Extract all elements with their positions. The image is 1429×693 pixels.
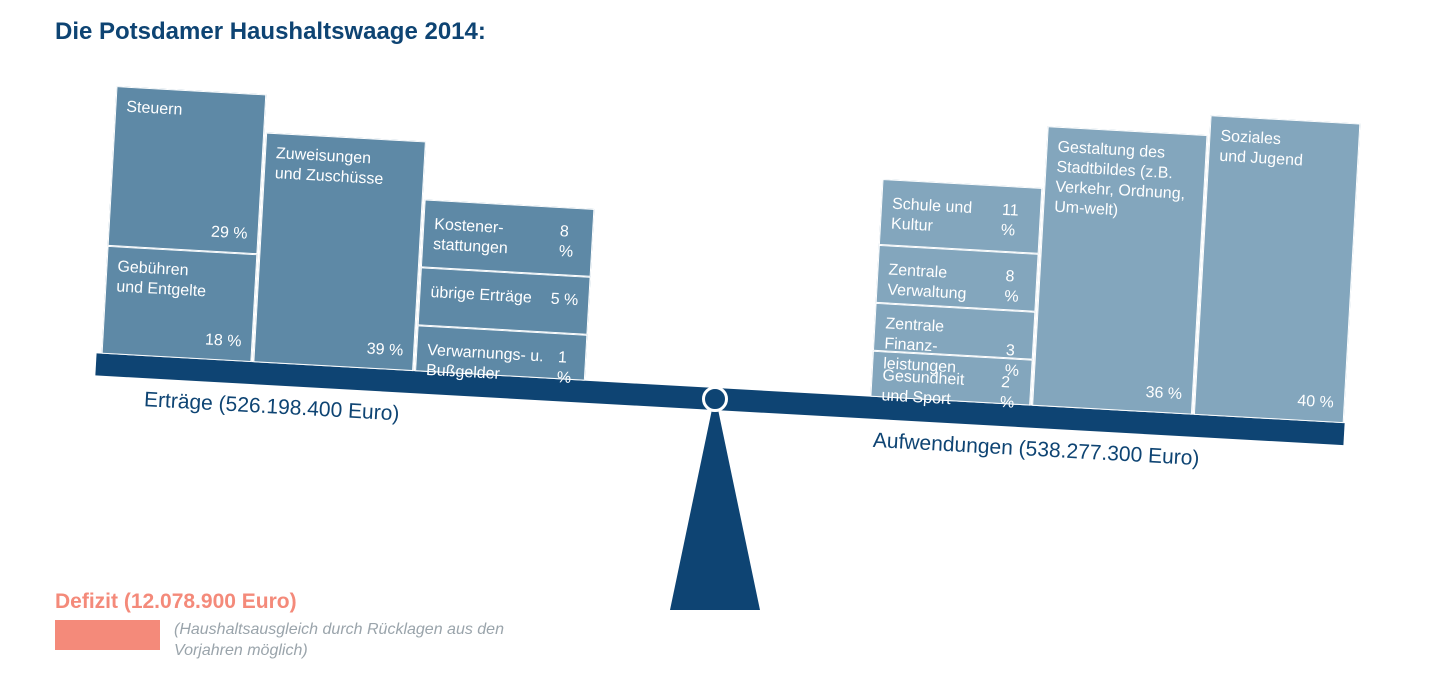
deficit-note: (Haushaltsausgleich durch Rücklagen aus … (174, 620, 514, 662)
ertraege-label: Erträge (526.198.400 Euro) (143, 388, 400, 426)
block-label: Verwarnungs- u. Bußgelder (426, 341, 549, 388)
block-label: Zentrale Verwaltung (887, 260, 996, 306)
block-label: Zentrale Finanz-leistungen (883, 314, 998, 380)
block-column: Zuweisungen und Zuschüsse 39 % (253, 133, 426, 372)
block-label: Steuern (126, 98, 255, 125)
block-percent: 1 % (556, 344, 576, 389)
pan-right: Gesundheit und Sport2 %Zentrale Finanz-l… (870, 97, 1362, 423)
block-column: Gebühren und Entgelte 18 % Steuern 29 % (102, 86, 267, 362)
block-percent: 8 % (558, 218, 583, 263)
block-percent: 3 % (1004, 337, 1023, 382)
data-block: Verwarnungs- u. Bußgelder1 % (415, 325, 587, 380)
data-block: Gestaltung des Stadtbildes (z.B. Verkehr… (1032, 126, 1207, 414)
block-label: Soziales und Jugend (1219, 127, 1349, 174)
deficit-swatch (55, 620, 160, 650)
data-block: übrige Erträge 5 % (418, 267, 591, 334)
data-block: Steuern 29 % (108, 86, 267, 254)
block-percent: 18 % (204, 326, 242, 352)
block-percent: 39 % (366, 336, 404, 362)
scale-pivot (702, 386, 728, 412)
block-percent: 40 % (1297, 388, 1335, 414)
data-block: Zuweisungen und Zuschüsse 39 % (253, 133, 426, 372)
block-column: Soziales und Jugend 40 % (1194, 115, 1361, 423)
data-block: Zentrale Finanz-leistungen3 % (873, 303, 1035, 360)
block-label: Zuweisungen und Zuschüsse (274, 144, 414, 192)
data-block: Gebühren und Entgelte 18 % (102, 246, 258, 362)
block-column: Gestaltung des Stadtbildes (z.B. Verkehr… (1032, 126, 1207, 414)
block-percent: 8 % (1004, 263, 1027, 308)
block-percent: 5 % (550, 286, 579, 312)
block-column: Verwarnungs- u. Bußgelder1 %übrige Erträ… (415, 199, 594, 380)
deficit-title: Defizit (12.078.900 Euro) (55, 590, 514, 614)
block-label: Kostener-stattungen (433, 215, 551, 261)
deficit-section: Defizit (12.078.900 Euro) (Haushaltsausg… (55, 590, 514, 662)
data-block: Schule und Kultur 11 % (879, 179, 1042, 254)
chart-title: Die Potsdamer Haushaltswaage 2014: (55, 18, 486, 46)
block-percent: 29 % (210, 219, 248, 245)
block-label: Schule und Kultur (890, 195, 992, 241)
data-block: Soziales und Jugend 40 % (1194, 115, 1361, 423)
block-percent: 36 % (1145, 379, 1183, 405)
aufwendungen-label: Aufwendungen (538.277.300 Euro) (872, 429, 1200, 471)
data-block: Kostener-stattungen 8 % (421, 199, 595, 276)
block-label: Gebühren und Entgelte (116, 257, 246, 304)
data-block: Zentrale Verwaltung 8 % (876, 245, 1039, 312)
pan-left: Gebühren und Entgelte18 %Steuern29 %Zuwe… (102, 86, 602, 381)
scale-fulcrum (670, 395, 760, 610)
block-label: übrige Erträge (430, 283, 532, 309)
block-percent: 11 % (1000, 197, 1030, 242)
block-column: Gesundheit und Sport2 %Zentrale Finanz-l… (870, 179, 1042, 406)
block-label: Gestaltung des Stadtbildes (z.B. Verkehr… (1054, 138, 1196, 226)
